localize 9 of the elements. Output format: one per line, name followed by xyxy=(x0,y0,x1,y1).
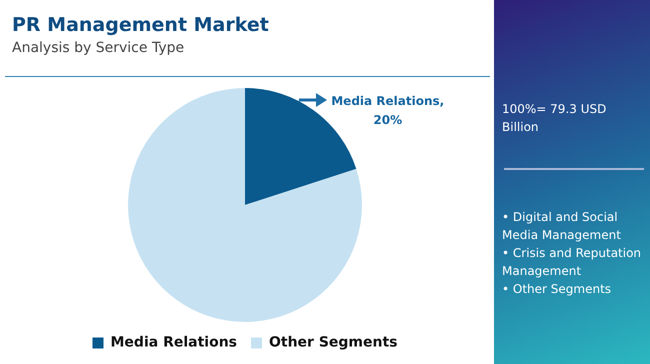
data-label: Media Relations, 20% xyxy=(331,94,444,128)
chart-subtitle: Analysis by Service Type xyxy=(12,40,184,56)
legend-label: Media Relations xyxy=(110,334,237,351)
chart-title: PR Management Market xyxy=(12,14,269,36)
text: • Crisis and Reputation Management xyxy=(502,245,642,280)
text: • Digital and Social Media Management xyxy=(502,209,622,244)
text: 100%= 79.3 USD Billion xyxy=(502,101,608,136)
text: • Other Segments xyxy=(502,281,612,298)
legend-label: Other Segments xyxy=(268,334,398,351)
